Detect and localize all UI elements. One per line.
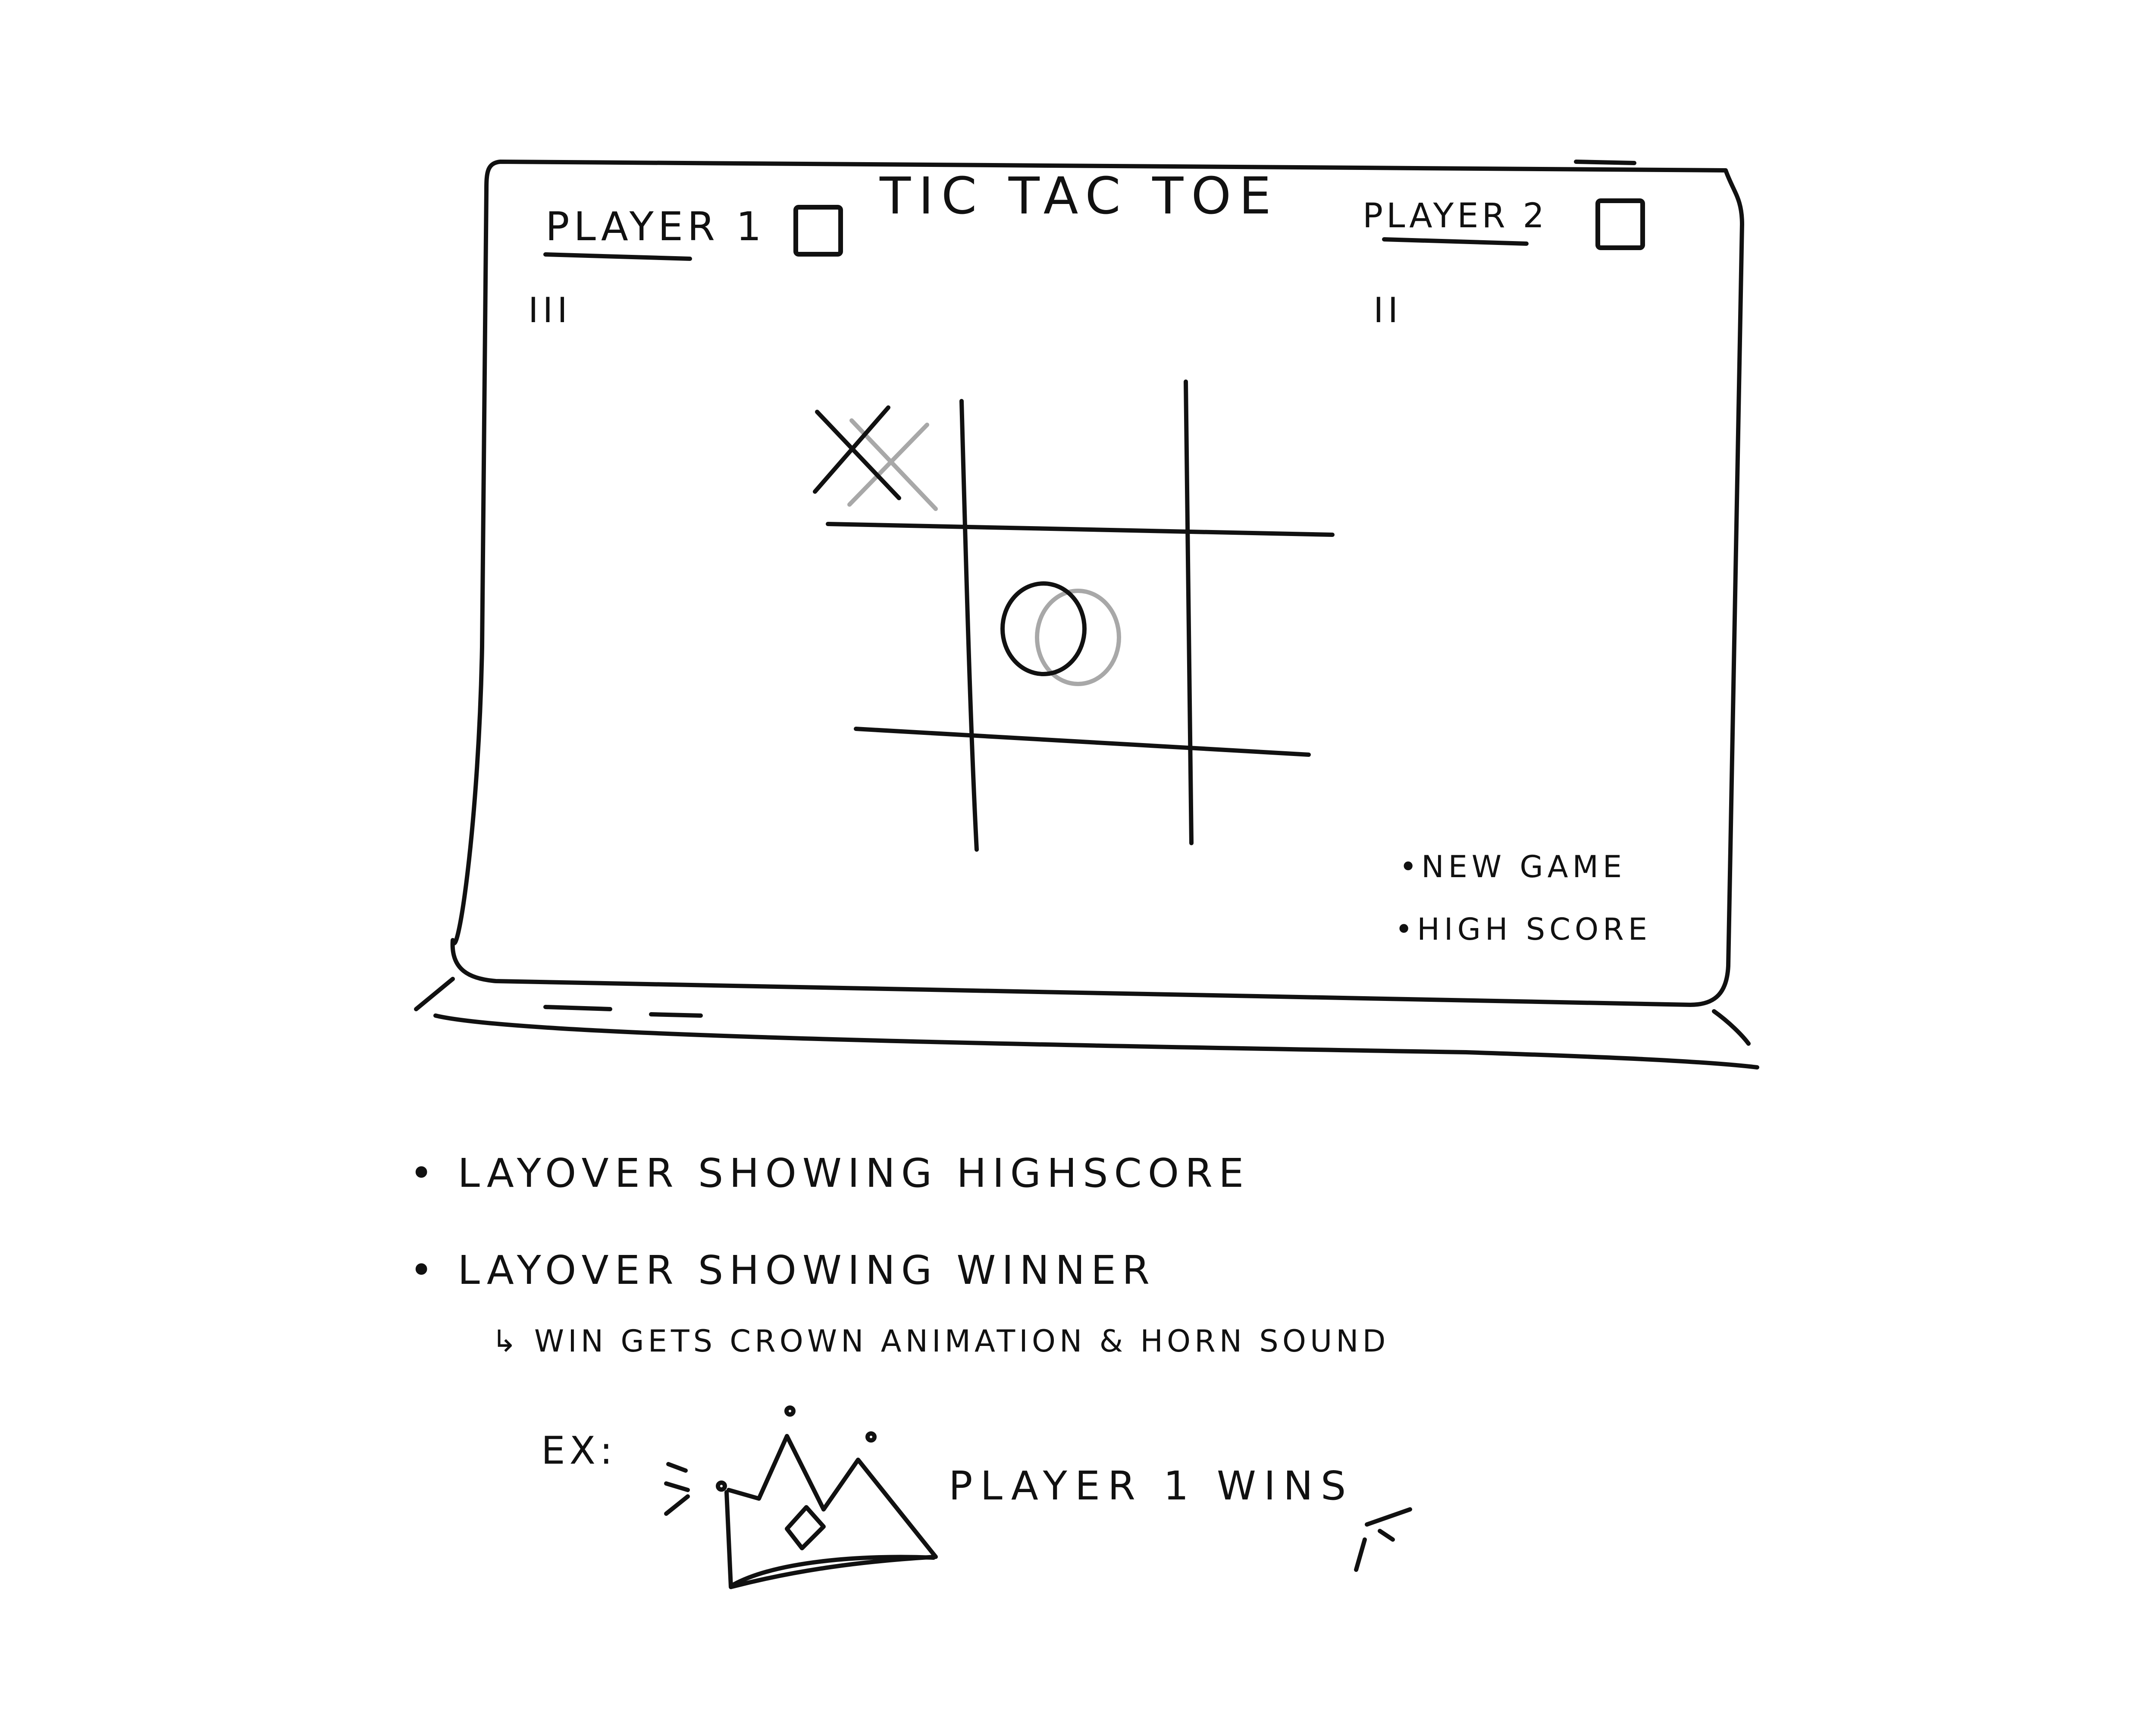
grid-line-vertical-2 (1184, 380, 1194, 845)
trackpad-dash-1 (543, 1005, 612, 1011)
board-cell-2[interactable] (987, 380, 1164, 542)
note-highscore-overlay: • LAYOVER SHOWING HIGHSCORE (410, 1150, 1250, 1196)
trackpad-dash-2 (649, 1012, 703, 1018)
board-cell-9[interactable] (1164, 704, 1341, 866)
board-cell-6[interactable] (1164, 542, 1341, 704)
board-cell-8[interactable] (987, 704, 1164, 866)
board-cell-3[interactable] (1164, 380, 1341, 542)
example-label: EX: (541, 1428, 617, 1473)
laptop-screen-frame (450, 160, 1744, 1007)
player2-score: II (1373, 290, 1403, 330)
high-score-button[interactable]: •HIGH SCORE (1395, 912, 1651, 947)
game-board (811, 380, 1341, 867)
board-cell-5[interactable] (987, 542, 1164, 704)
board-cell-4[interactable] (811, 542, 987, 704)
board-cell-1[interactable] (811, 380, 987, 542)
sparkle-line-2 (664, 1481, 690, 1492)
player1-underline (543, 252, 692, 261)
player2-label: PLAYER 2 (1363, 197, 1548, 235)
grid-line-vertical-1 (959, 399, 979, 852)
board-cell-7[interactable] (811, 704, 987, 866)
laptop-base-right (1712, 1009, 1751, 1046)
player2-underline (1382, 237, 1529, 246)
crown-icon (716, 1405, 938, 1589)
player1-label: PLAYER 1 (545, 204, 766, 250)
player1-checkbox[interactable] (793, 205, 843, 257)
player2-checkbox[interactable] (1595, 198, 1645, 250)
winner-message: PLAYER 1 WINS (949, 1463, 1354, 1509)
note-win-animation: ↳ WIN GETS CROWN ANIMATION & HORN SOUND (492, 1324, 1390, 1359)
player1-score: III (528, 290, 572, 330)
sparkle-line-1 (666, 1462, 688, 1473)
screen-top-tick (1574, 160, 1636, 165)
horn-mark-1 (1354, 1537, 1367, 1572)
sparkle-line-3 (664, 1494, 690, 1516)
horn-mark-2 (1365, 1507, 1412, 1527)
new-game-button[interactable]: •NEW GAME (1399, 849, 1626, 884)
grid-line-horizontal-2 (854, 727, 1311, 757)
page-title: TIC TAC TOE (880, 166, 1279, 226)
note-winner-overlay: • LAYOVER SHOWING WINNER (410, 1247, 1156, 1293)
grid-line-horizontal-1 (826, 522, 1335, 537)
o-mark-icon (1000, 581, 1121, 686)
laptop-base-left (414, 977, 455, 1011)
horn-mark-3 (1378, 1529, 1395, 1542)
x-mark-icon (813, 405, 938, 511)
laptop-base-line (433, 1013, 1759, 1070)
